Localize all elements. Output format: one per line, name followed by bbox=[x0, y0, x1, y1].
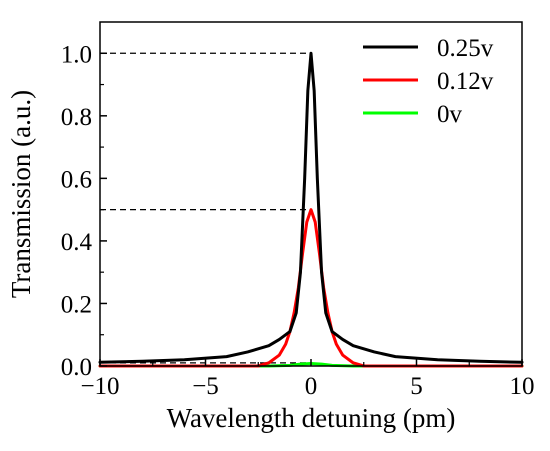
x-axis-label: Wavelength detuning (pm) bbox=[167, 403, 456, 433]
y-tick-label: 0.8 bbox=[61, 104, 92, 131]
reference-lines bbox=[100, 52, 311, 364]
legend-label-0.25v: 0.25v bbox=[437, 35, 494, 62]
y-axis-label: Transmission (a.u.) bbox=[6, 90, 36, 298]
x-tick-label: −10 bbox=[80, 373, 119, 400]
y-tick-label: 0.4 bbox=[61, 229, 93, 256]
y-tick-label: 0.2 bbox=[61, 291, 92, 318]
y-axis: 0.0 0.2 0.4 0.6 0.8 1.0 bbox=[61, 41, 107, 381]
y-tick-label: 0.6 bbox=[61, 166, 92, 193]
y-tick-label: 0.0 bbox=[61, 354, 92, 381]
x-tick-label: 0 bbox=[305, 373, 318, 400]
x-axis: −10 −5 0 5 10 bbox=[80, 359, 535, 400]
legend-label-0.12v: 0.12v bbox=[437, 68, 494, 95]
y-tick-label: 1.0 bbox=[61, 41, 92, 68]
x-tick-label: 10 bbox=[510, 373, 535, 400]
x-tick-label: −5 bbox=[192, 373, 219, 400]
series-line-0.25v bbox=[98, 51, 524, 364]
legend-label-0v: 0v bbox=[437, 101, 463, 128]
legend: 0.25v 0.12v 0v bbox=[363, 35, 494, 128]
x-tick-label: 5 bbox=[410, 373, 423, 400]
series-line-0.12v bbox=[98, 208, 524, 368]
